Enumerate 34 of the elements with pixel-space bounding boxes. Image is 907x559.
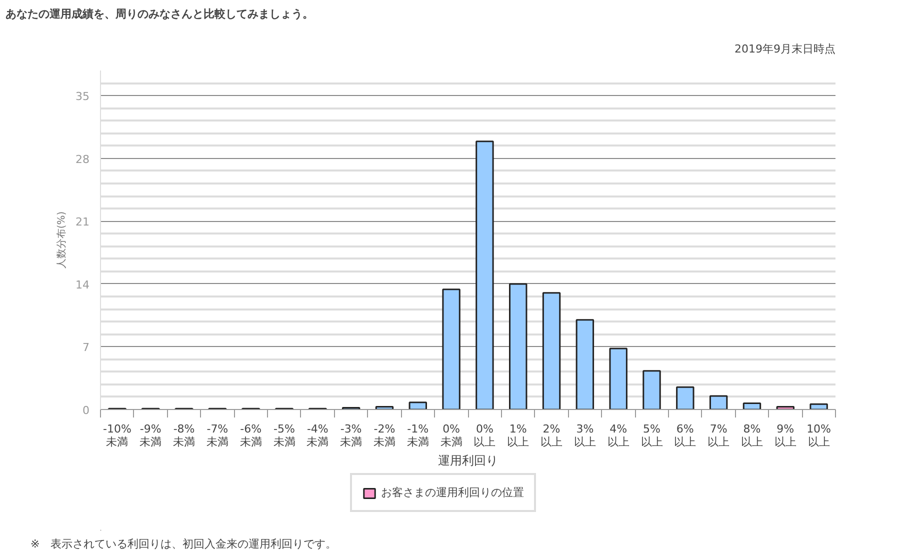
x-tick-label: -9% 未満 — [140, 422, 162, 448]
x-tick-label: 0% 未満 — [440, 422, 462, 448]
x-tick-label: -8% 未満 — [173, 422, 196, 448]
y-tick-label: 14 — [76, 278, 90, 292]
x-tick-label: -7% 未満 — [206, 422, 228, 448]
x-tick-label: -5% 未満 — [273, 422, 296, 448]
legend-label: お客さまの運用利回りの位置 — [381, 485, 524, 500]
x-tick-label: -3% 未満 — [340, 422, 362, 448]
chart-title: あなたの運用成績を、周りのみなさんと比較してみましょう。 — [6, 8, 314, 20]
x-tick-label: 7% 以上 — [708, 422, 730, 448]
x-tick-label: -10% 未満 — [102, 422, 132, 448]
x-tick-label: 6% 以上 — [674, 422, 696, 448]
x-tick-label: -4% 未満 — [306, 422, 329, 448]
x-tick-label: 5% 以上 — [640, 422, 663, 448]
x-tick-label: 4% 以上 — [607, 422, 630, 448]
y-axis-title: 人数分布(%) — [56, 211, 68, 269]
x-tick-label: -1% 未満 — [406, 422, 429, 448]
x-axis-title: 運用利回り — [438, 454, 498, 468]
x-tick-label: -6% 未満 — [240, 422, 262, 448]
text: 2019年9月末日時点 — [734, 42, 836, 56]
x-tick-label: 1% 以上 — [507, 422, 530, 448]
x-tick-label: 3% 以上 — [574, 422, 596, 448]
x-tick-label: 10% 以上 — [806, 422, 832, 448]
y-tick-label: 35 — [76, 90, 90, 104]
x-tick-label: 2% 以上 — [540, 422, 563, 448]
x-tick-label: 8% 以上 — [740, 422, 763, 448]
x-tick-label: 9% 以上 — [774, 422, 796, 448]
y-tick-label: 7 — [82, 341, 90, 354]
y-tick-label: 0 — [82, 404, 90, 417]
y-tick-label: 28 — [76, 152, 90, 166]
x-tick-label: -2% 未満 — [373, 422, 396, 448]
y-tick-label: 21 — [76, 216, 90, 229]
text: ※ 表示されている利回りは、初回入金来の運用利回りです。 — [30, 538, 337, 550]
x-tick-label: 0% 以上 — [474, 422, 496, 448]
